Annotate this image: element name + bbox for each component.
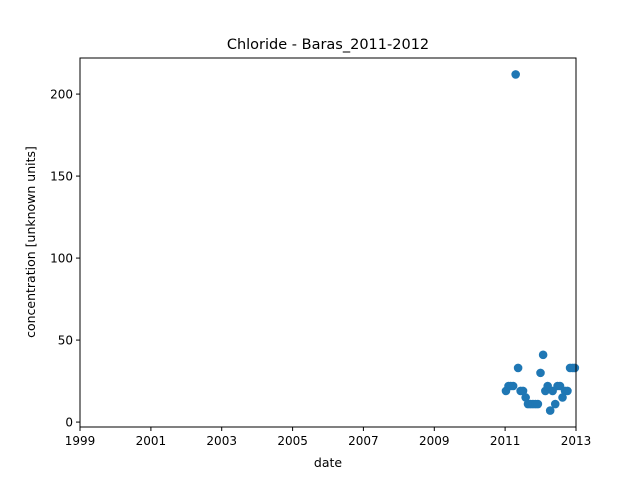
y-tick-label: 200: [50, 88, 73, 102]
data-point: [563, 386, 572, 396]
data-point: [570, 363, 580, 373]
x-tick-label: 2011: [490, 434, 521, 448]
x-tick-label: 2013: [561, 434, 592, 448]
y-tick-label: 100: [50, 252, 73, 266]
data-point: [511, 70, 520, 79]
x-tick-label: 2001: [136, 434, 167, 448]
data-point: [513, 363, 523, 373]
y-axis-label: concentration [unknown units]: [23, 146, 38, 338]
plot-area: [79, 57, 580, 428]
plot-frame: [79, 57, 577, 428]
x-tick-label: 2003: [206, 434, 237, 448]
x-axis-label: date: [314, 455, 342, 470]
x-tick-label: 1999: [65, 434, 96, 448]
y-tick-label: 50: [58, 334, 73, 348]
y-tick-label: 150: [50, 170, 73, 184]
y-axis: 0 50 100 150 200: [50, 88, 80, 430]
data-point: [508, 381, 518, 391]
y-tick-label: 0: [65, 416, 73, 430]
data-point: [533, 399, 543, 409]
data-point: [545, 406, 555, 415]
x-tick-label: 2009: [419, 434, 450, 448]
data-point: [521, 393, 530, 402]
data-point: [518, 386, 528, 396]
scatter-points: [501, 70, 580, 415]
data-point: [550, 399, 560, 409]
data-point: [538, 350, 548, 360]
x-axis: 1999 2001 2003 2005 2007 2009 2011 2013: [65, 427, 592, 448]
x-tick-label: 2005: [277, 434, 308, 448]
x-tick-label: 2007: [348, 434, 379, 448]
data-point: [558, 393, 567, 402]
data-point: [536, 368, 545, 378]
chart-title: Chloride - Baras_2011-2012: [227, 37, 429, 53]
